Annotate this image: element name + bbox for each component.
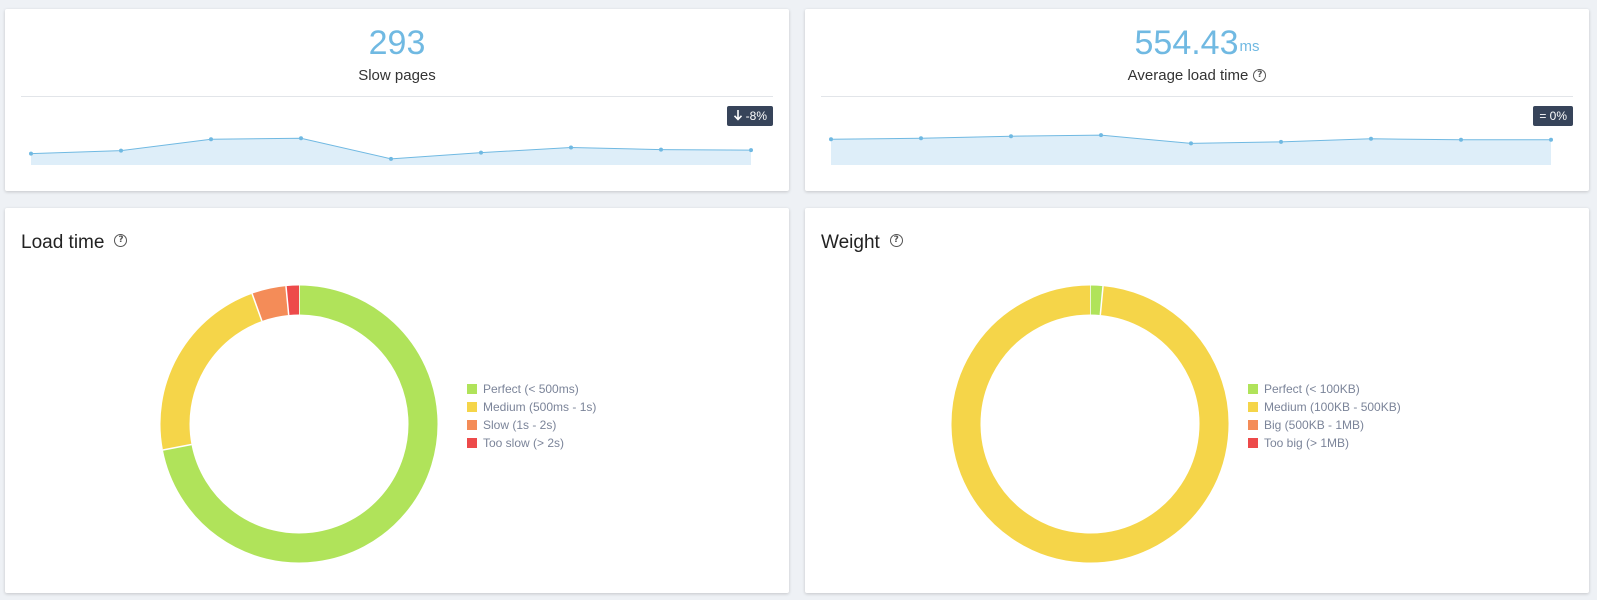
weight-slice-0	[1089, 285, 1104, 315]
legend-swatch	[467, 402, 477, 412]
arrow-down-icon	[733, 110, 742, 121]
slow-pages-sparkline-point-8	[749, 148, 753, 153]
weight-slice-1	[951, 285, 1229, 563]
weight-title: Weight?	[821, 232, 903, 254]
average-load-time-sparkline-point-0	[829, 137, 833, 142]
slow-pages-sparkline-area	[31, 138, 751, 165]
legend-label: Perfect (< 100KB)	[1264, 382, 1360, 396]
legend-label: Perfect (< 500ms)	[483, 382, 579, 396]
weight-slice-separator	[1099, 286, 1104, 316]
slow-pages-trend-badge: -8%	[726, 106, 773, 126]
weight-legend-item[interactable]: Too big (> 1MB)	[1248, 434, 1401, 452]
average-load-time-label-text: Average load time	[1127, 67, 1249, 84]
load-time-title: Load time?	[21, 232, 128, 254]
weight-card: Weight? Perfect (< 100KB) Medium (100KB -…	[805, 208, 1589, 593]
slow-pages-sparkline-point-1	[119, 148, 123, 153]
average-load-time-trend-badge: = 0%	[1533, 106, 1573, 126]
legend-label: Medium (500ms - 1s)	[483, 400, 597, 414]
load-time-legend-item[interactable]: Perfect (< 500ms)	[467, 380, 596, 398]
help-icon[interactable]: ?	[1253, 68, 1267, 82]
slow-pages-sparkline-point-2	[209, 137, 213, 142]
legend-label: Too slow (> 2s)	[483, 436, 565, 450]
slow-pages-sparkline-point-0	[29, 151, 33, 156]
divider	[21, 96, 773, 97]
legend-swatch	[467, 420, 477, 430]
legend-swatch	[1248, 384, 1258, 394]
slow-pages-card: 293 Slow pages -8%	[5, 9, 789, 191]
average-load-time-sparkline-point-8	[1549, 137, 1553, 142]
average-load-time-sparkline-point-7	[1459, 137, 1463, 142]
slow-pages-trend-text: -8%	[745, 109, 767, 123]
slow-pages-sparkline-point-7	[659, 147, 663, 152]
average-load-time-sparkline	[829, 133, 1553, 165]
average-load-time-sparkline-point-2	[1009, 134, 1013, 139]
load-time-slice-3	[285, 285, 300, 315]
slow-pages-sparkline-point-6	[569, 145, 573, 150]
slow-pages-sparkline-point-4	[389, 156, 393, 161]
load-time-legend-item[interactable]: Too slow (> 2s)	[467, 434, 596, 452]
legend-swatch	[467, 384, 477, 394]
load-time-slice-separator	[285, 286, 290, 316]
weight-title-text: Weight	[821, 232, 880, 253]
load-time-legend-item[interactable]: Medium (500ms - 1s)	[467, 398, 596, 416]
average-load-time-sparkline-area	[831, 135, 1551, 165]
legend-swatch	[1248, 420, 1258, 430]
legend-label: Too big (> 1MB)	[1264, 436, 1350, 450]
load-time-slice-1	[160, 293, 263, 450]
legend-label: Medium (100KB - 500KB)	[1264, 400, 1401, 414]
load-time-slice-separator	[162, 443, 192, 451]
slow-pages-value: 293	[368, 24, 426, 62]
load-time-legend-item[interactable]: Slow (1s - 2s)	[467, 416, 596, 434]
weight-legend: Perfect (< 100KB) Medium (100KB - 500KB) B…	[1248, 380, 1401, 452]
load-time-legend: Perfect (< 500ms) Medium (500ms - 1s) Slow…	[467, 380, 596, 452]
help-icon[interactable]: ?	[114, 234, 128, 248]
slow-pages-sparkline-point-5	[479, 150, 483, 155]
load-time-donut-chart	[160, 285, 438, 563]
weight-legend-item[interactable]: Perfect (< 100KB)	[1248, 380, 1401, 398]
average-load-time-sparkline-point-3	[1099, 133, 1103, 138]
divider	[821, 96, 1573, 97]
legend-label: Slow (1s - 2s)	[483, 418, 557, 432]
weight-legend-item[interactable]: Medium (100KB - 500KB)	[1248, 398, 1401, 416]
load-time-title-text: Load time	[21, 232, 105, 253]
help-icon[interactable]: ?	[889, 234, 903, 248]
slow-pages-label: Slow pages	[358, 67, 436, 84]
slow-pages-sparkline-point-3	[299, 136, 303, 141]
weight-donut-chart	[951, 285, 1229, 563]
average-load-time-value: 554.43ms	[1134, 24, 1260, 62]
average-load-time-sparkline-point-4	[1189, 141, 1193, 146]
legend-swatch	[1248, 402, 1258, 412]
average-load-time-card: 554.43ms Average load time? = 0%	[805, 9, 1589, 191]
legend-label: Big (500KB - 1MB)	[1264, 418, 1365, 432]
average-load-time-sparkline-point-1	[919, 136, 923, 141]
average-load-time-sparkline-point-6	[1369, 136, 1373, 141]
load-time-card: Load time? Perfect (< 500ms) Medium (500m…	[5, 208, 789, 593]
average-load-time-label: Average load time?	[805, 67, 1589, 84]
load-time-slice-2	[252, 286, 290, 322]
legend-swatch	[467, 438, 477, 448]
load-time-slice-separator	[251, 293, 263, 322]
legend-swatch	[1248, 438, 1258, 448]
weight-legend-item[interactable]: Big (500KB - 1MB)	[1248, 416, 1401, 434]
average-load-time-unit: ms	[1239, 38, 1260, 55]
load-time-slice-0	[162, 285, 438, 563]
average-load-time-sparkline-point-5	[1279, 139, 1283, 144]
slow-pages-sparkline	[29, 136, 753, 165]
